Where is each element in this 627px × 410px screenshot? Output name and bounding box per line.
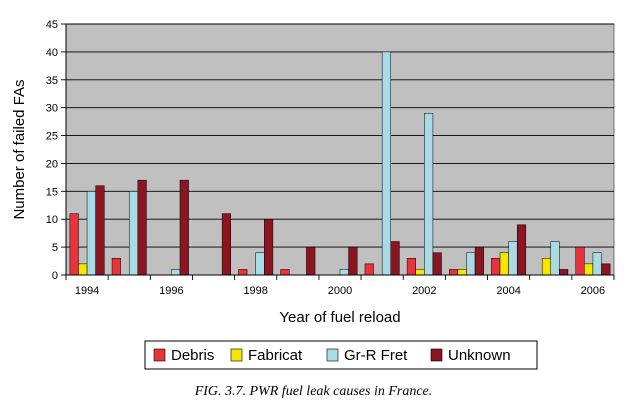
bar-debris-2006: [575, 246, 585, 276]
bar-unknown-2004: [516, 224, 527, 276]
bar-unknown-2006: [601, 263, 611, 276]
y-tick-label: 10: [46, 214, 58, 226]
y-tick-label: 20: [46, 158, 58, 170]
bar-debris-1998: [238, 269, 248, 276]
bar-debris-1994: [69, 213, 79, 276]
bar-fabricat-2003: [457, 269, 467, 276]
bar-fabricat-1994: [78, 263, 88, 276]
bar-debris-2002: [406, 258, 416, 276]
x-tick-label: 2000: [328, 285, 352, 297]
bar-unknown-2005: [559, 269, 569, 276]
bar-gr-r-fret-2002: [424, 112, 434, 276]
y-axis-title: Number of failed FAs: [11, 79, 28, 219]
y-tick-label: 40: [46, 47, 58, 59]
bar-fabricat-2005: [541, 258, 552, 276]
bars: [69, 51, 611, 276]
x-tick-label: 2006: [581, 285, 605, 297]
legend-swatch: [326, 348, 339, 362]
bar-gr-r-fret-1998: [255, 252, 265, 276]
x-tick-label: 2004: [496, 285, 520, 297]
legend-label: Fabricat: [248, 347, 303, 364]
x-tick-label: 1996: [159, 285, 183, 297]
bar-gr-r-fret-2001: [381, 51, 392, 276]
bar-gr-r-fret-2006: [592, 252, 602, 276]
legend-label: Gr-R Fret: [344, 347, 408, 364]
legend: Debris Fabricat Gr-R Fret Unknown: [144, 340, 538, 370]
x-axis-title: Year of fuel reload: [279, 309, 400, 326]
bar-gr-r-fret-1995: [128, 191, 139, 276]
legend-label: Debris: [171, 347, 214, 364]
bar-debris-2001: [364, 263, 374, 276]
bar-unknown-1994: [95, 185, 105, 276]
bar-gr-r-fret-2003: [466, 252, 476, 276]
bar-unknown-2000: [348, 246, 358, 276]
y-tick-label: 45: [46, 19, 58, 31]
bar-fabricat-2004: [499, 252, 509, 276]
bar-unknown-2001: [390, 241, 400, 276]
bar-unknown-2002: [432, 252, 442, 276]
x-tick-label: 1998: [243, 285, 267, 297]
bar-debris-2003: [449, 269, 459, 276]
bar-debris-2004: [491, 258, 501, 276]
tick-labels: 0 5 10 15 20 25 30 35 40 45 1994 1996 1998 2000 2002 20…: [46, 19, 615, 297]
bar-fabricat-2002: [415, 269, 425, 276]
x-tick-label: 1994: [75, 285, 99, 297]
bar-unknown-1997: [221, 213, 231, 276]
plot-area: [65, 23, 615, 276]
y-tick-label: 0: [52, 270, 58, 282]
bar-unknown-1995: [137, 179, 147, 276]
axes: [65, 24, 614, 276]
bar-debris-1999: [280, 269, 290, 276]
bar-chart: 0 5 10 15 20 25 30 35 40 45 1994 1996 1998 2000 2002 20…: [11, 19, 615, 370]
legend-swatch: [153, 348, 166, 362]
y-tick-label: 35: [46, 75, 58, 87]
gridlines: [66, 23, 614, 248]
x-tick-label: 2002: [412, 285, 436, 297]
y-tick-label: 5: [52, 242, 58, 254]
bar-fabricat-2006: [584, 263, 594, 276]
bar-unknown-2003: [474, 246, 484, 276]
bar-gr-r-fret-2005: [550, 241, 560, 276]
y-tick-label: 30: [46, 103, 58, 115]
bar-gr-r-fret-2000: [339, 269, 349, 276]
legend-box: [144, 340, 538, 370]
legend-swatch: [230, 348, 243, 362]
bar-unknown-1999: [306, 246, 316, 276]
bar-unknown-1998: [264, 218, 274, 276]
figure-caption: FIG. 3.7. PWR fuel leak causes in France…: [194, 384, 433, 399]
y-tick-label: 25: [46, 131, 58, 143]
legend-swatch: [430, 348, 443, 362]
y-tick-label: 15: [46, 186, 58, 198]
legend-label: Unknown: [448, 347, 511, 364]
bar-gr-r-fret-1994: [86, 191, 96, 276]
bar-gr-r-fret-2004: [508, 241, 518, 276]
bar-unknown-1996: [179, 179, 189, 276]
bar-debris-1995: [111, 258, 121, 276]
bar-gr-r-fret-1996: [171, 269, 181, 276]
